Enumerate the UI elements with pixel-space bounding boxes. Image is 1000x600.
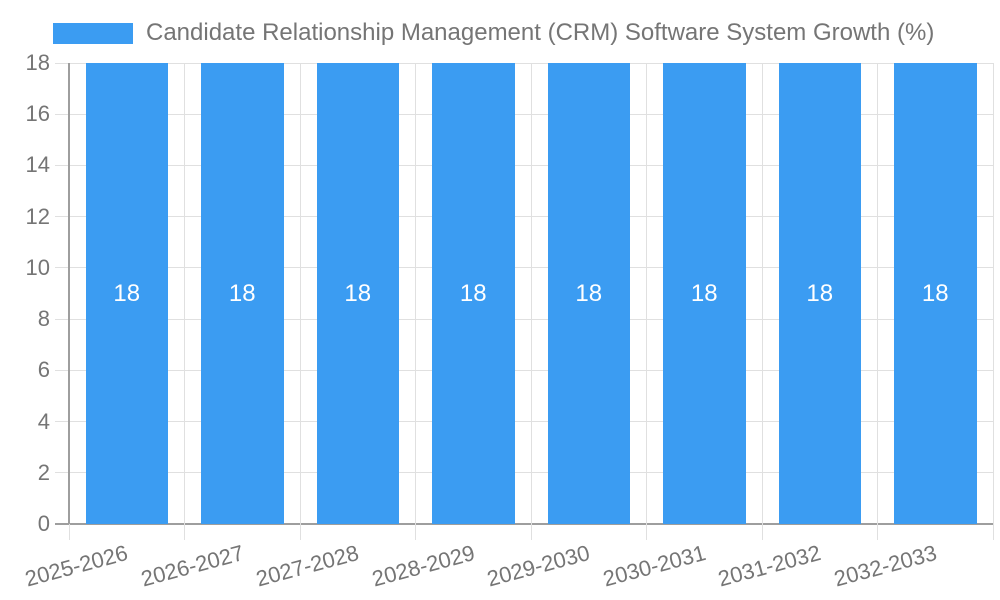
bar-value-label: 18: [344, 279, 372, 307]
x-gridline: [415, 63, 416, 540]
legend-swatch: [53, 22, 133, 44]
bar-value-label: 18: [575, 279, 603, 307]
y-gridline: [55, 62, 993, 64]
bar: [547, 63, 630, 524]
y-tick-label: 8: [37, 306, 50, 332]
bar: [201, 63, 284, 524]
y-gridline: [55, 421, 993, 423]
legend-label: Candidate Relationship Management (CRM) …: [146, 19, 935, 46]
x-tick-label: 2032-2033: [831, 540, 940, 592]
y-axis-line: [68, 63, 70, 524]
x-gridline: [646, 63, 647, 540]
x-gridline: [530, 63, 532, 540]
y-tick-label: 12: [25, 203, 50, 229]
bar-value-label: 18: [690, 279, 718, 307]
y-tick-label: 4: [37, 408, 50, 434]
bar-value-label: 18: [113, 279, 141, 307]
x-axis-line: [55, 523, 993, 525]
x-tick-label: 2031-2032: [715, 540, 824, 592]
y-tick-label: 6: [37, 357, 50, 383]
bar: [894, 63, 977, 524]
bar-value-label: 18: [806, 279, 834, 307]
bar-value-label: 18: [459, 279, 487, 307]
y-gridline: [55, 216, 993, 218]
x-axis-tick: [68, 524, 70, 540]
y-gridline: [55, 369, 993, 371]
y-tick-label: 16: [25, 101, 50, 127]
y-gridline: [55, 113, 993, 115]
y-tick-label: 14: [25, 152, 50, 178]
y-tick-label: 10: [25, 254, 50, 280]
y-gridline: [55, 472, 993, 474]
bar: [663, 63, 746, 524]
bar-value-label: 18: [228, 279, 256, 307]
y-gridline: [55, 318, 993, 320]
x-gridline: [184, 63, 185, 540]
x-tick-label: 2028-2029: [369, 540, 478, 592]
x-tick-label: 2027-2028: [253, 540, 362, 592]
y-tick-label: 2: [37, 459, 50, 485]
bar-value-label: 18: [921, 279, 949, 307]
y-gridline: [55, 164, 993, 166]
x-tick-label: 2030-2031: [600, 540, 709, 592]
bar: [85, 63, 168, 524]
x-gridline: [877, 63, 878, 540]
y-tick-label: 0: [37, 511, 50, 536]
legend: Candidate Relationship Management (CRM) …: [53, 19, 934, 47]
bar: [432, 63, 515, 524]
x-gridline: [992, 63, 994, 540]
x-tick-label: 2026-2027: [138, 540, 247, 592]
y-tick-label: 18: [25, 50, 50, 75]
x-gridline: [761, 63, 763, 540]
x-tick-label: 2025-2026: [22, 540, 131, 592]
x-tick-label: 2029-2030: [484, 540, 593, 592]
x-gridline: [299, 63, 301, 540]
bar: [778, 63, 861, 524]
y-gridline: [55, 267, 993, 269]
bar: [316, 63, 399, 524]
